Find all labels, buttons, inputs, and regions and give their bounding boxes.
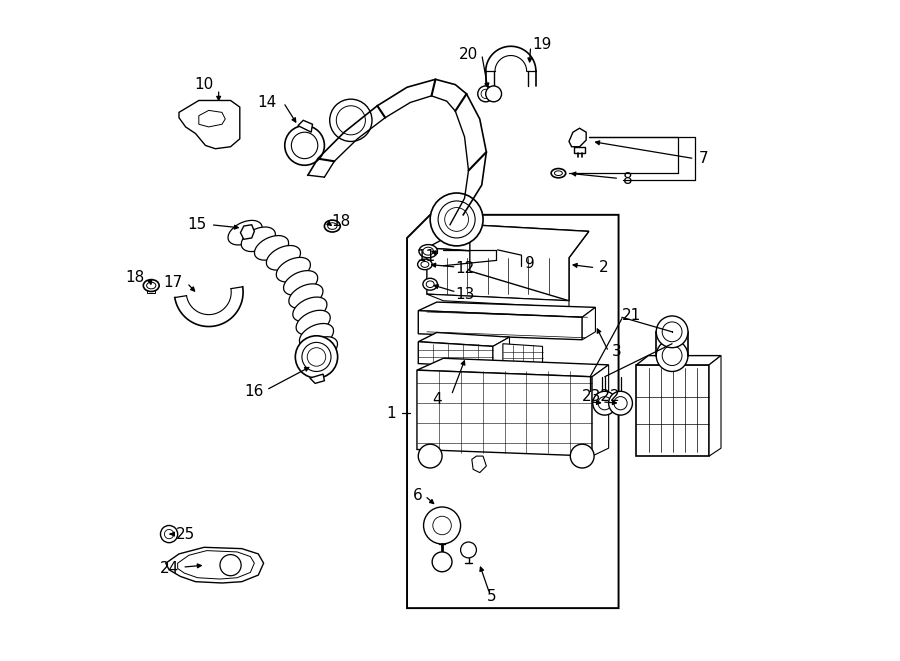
Polygon shape: [592, 365, 608, 456]
Ellipse shape: [418, 259, 432, 270]
Ellipse shape: [143, 280, 159, 292]
Bar: [214, 134, 227, 144]
Circle shape: [593, 391, 616, 415]
Polygon shape: [417, 370, 592, 456]
Polygon shape: [166, 547, 264, 583]
Text: 2: 2: [598, 260, 608, 275]
Text: 20: 20: [458, 47, 478, 61]
Ellipse shape: [303, 336, 338, 362]
Circle shape: [432, 552, 452, 572]
Polygon shape: [493, 337, 509, 368]
Circle shape: [656, 316, 688, 348]
Ellipse shape: [296, 310, 330, 335]
Text: 17: 17: [164, 276, 183, 290]
Circle shape: [486, 86, 501, 102]
Circle shape: [430, 193, 483, 246]
Polygon shape: [417, 358, 608, 377]
Text: 13: 13: [455, 287, 474, 301]
Text: 15: 15: [187, 217, 207, 232]
Ellipse shape: [284, 270, 318, 295]
Text: 18: 18: [125, 270, 145, 285]
Circle shape: [418, 444, 442, 468]
Polygon shape: [418, 342, 493, 368]
Ellipse shape: [289, 284, 323, 309]
Circle shape: [656, 340, 688, 371]
Polygon shape: [582, 307, 596, 340]
Text: 3: 3: [612, 344, 622, 359]
Text: 8: 8: [623, 173, 633, 187]
Text: 16: 16: [244, 384, 264, 399]
Text: 19: 19: [533, 37, 552, 52]
Text: 24: 24: [159, 561, 179, 576]
Polygon shape: [427, 225, 589, 258]
Text: 14: 14: [257, 95, 277, 110]
Polygon shape: [418, 332, 509, 346]
Polygon shape: [298, 120, 312, 132]
Text: 9: 9: [526, 256, 536, 270]
Circle shape: [295, 336, 338, 378]
Polygon shape: [427, 294, 569, 307]
Text: 12: 12: [455, 261, 474, 276]
Ellipse shape: [266, 245, 301, 270]
Polygon shape: [179, 100, 239, 149]
Text: 7: 7: [698, 151, 708, 166]
Ellipse shape: [300, 323, 334, 348]
Ellipse shape: [292, 297, 327, 322]
Polygon shape: [569, 128, 586, 147]
Polygon shape: [636, 356, 721, 365]
Circle shape: [424, 507, 461, 544]
Text: 11: 11: [416, 249, 436, 264]
Polygon shape: [636, 365, 709, 456]
Polygon shape: [418, 302, 596, 317]
Ellipse shape: [276, 257, 310, 282]
Text: 10: 10: [194, 77, 213, 92]
Text: 2322: 2322: [582, 389, 621, 404]
Polygon shape: [240, 225, 255, 239]
Polygon shape: [574, 147, 585, 153]
Text: 6: 6: [412, 488, 422, 503]
Text: 5: 5: [487, 589, 497, 603]
Polygon shape: [503, 344, 543, 367]
Circle shape: [571, 444, 594, 468]
Circle shape: [329, 99, 372, 141]
Circle shape: [160, 525, 177, 543]
Circle shape: [608, 391, 633, 415]
Circle shape: [284, 126, 324, 165]
Polygon shape: [470, 225, 589, 301]
Circle shape: [478, 86, 493, 102]
Bar: [148, 290, 155, 293]
Text: 21: 21: [622, 309, 641, 323]
Polygon shape: [310, 374, 324, 383]
Ellipse shape: [241, 227, 275, 252]
Polygon shape: [709, 356, 721, 456]
Polygon shape: [427, 248, 569, 301]
Text: 18: 18: [331, 214, 350, 229]
Text: 25: 25: [176, 527, 195, 541]
Ellipse shape: [324, 220, 340, 232]
Polygon shape: [418, 311, 582, 340]
Ellipse shape: [418, 245, 437, 258]
Ellipse shape: [255, 235, 289, 260]
Ellipse shape: [423, 278, 437, 290]
Text: 4: 4: [432, 393, 442, 407]
Text: 1: 1: [386, 406, 396, 420]
Ellipse shape: [228, 220, 262, 245]
